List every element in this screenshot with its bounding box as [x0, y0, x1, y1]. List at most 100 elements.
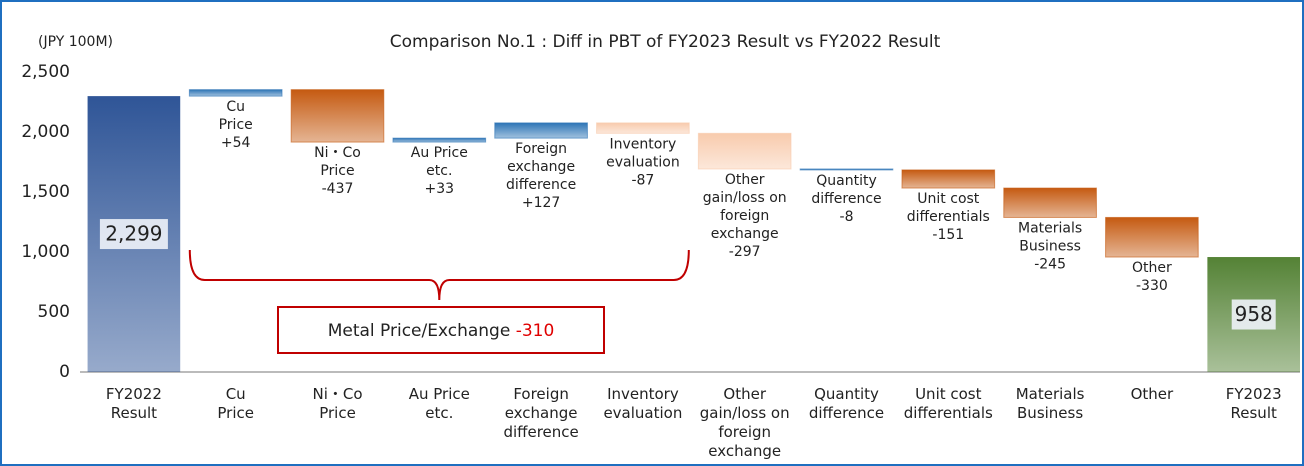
data-label-line: Quantity	[816, 173, 877, 189]
x-tick-label-line: Price	[217, 404, 254, 422]
data-label-line: -8	[840, 209, 854, 225]
data-label: Foreign exchange difference +127	[506, 141, 576, 211]
data-label: Au Price etc. +33	[411, 145, 468, 197]
data-label-box	[99, 219, 168, 250]
data-label-line: Cu	[226, 99, 245, 115]
x-tick-label: Au Price etc.	[409, 385, 470, 422]
x-tick-label: Foreign exchange difference	[503, 385, 578, 441]
x-tick-label-line: gain/loss on	[700, 404, 790, 422]
x-tick-label-line: differentials	[904, 404, 993, 422]
x-tick-label: FY2023 Result	[1226, 385, 1282, 422]
x-tick-label-line: Au Price	[409, 385, 470, 403]
data-label-line: Business	[1019, 238, 1081, 254]
x-tick-label-line: FY2023	[1226, 385, 1282, 403]
x-tick-label-line: Price	[319, 404, 356, 422]
x-tick-label-line: Result	[111, 404, 157, 422]
data-label-line: differentials	[907, 209, 990, 225]
data-label-line: Inventory	[609, 136, 676, 152]
bracket-label: Metal Price/Exchange -310	[328, 321, 555, 341]
y-tick-label: 0	[59, 362, 70, 382]
data-label: 958	[1235, 302, 1273, 326]
x-tick-label-line: Inventory	[607, 385, 679, 403]
x-tick-label: Cu Price	[217, 385, 254, 422]
x-tick-label-line: exchange	[505, 404, 578, 422]
unit-label: (JPY 100M)	[38, 34, 113, 50]
x-tick-label-line: Foreign	[513, 385, 569, 403]
bracket	[188, 249, 690, 301]
x-tick-label-line: foreign	[718, 423, 771, 441]
bar	[290, 89, 385, 143]
bar	[596, 122, 690, 134]
data-label-line: difference	[811, 191, 881, 207]
data-label: Other gain/loss on foreign exchange -297	[703, 172, 787, 260]
x-tick-label-line: difference	[809, 404, 884, 422]
bar	[799, 168, 894, 171]
y-tick-label: 1,000	[21, 242, 70, 262]
y-tick-label: 1,500	[21, 182, 70, 202]
x-tick-label: Unit cost differentials	[904, 385, 993, 422]
data-label-line: +127	[522, 195, 560, 211]
x-tick-label: Quantity difference	[809, 385, 884, 422]
data-label-line: exchange	[507, 159, 575, 175]
data-label: 2,299	[105, 222, 162, 246]
data-label: Quantity difference -8	[811, 173, 881, 225]
data-label: Inventory evaluation -87	[606, 136, 680, 188]
x-tick-label: FY2022 Result	[106, 385, 162, 422]
bracket-value: -310	[516, 321, 555, 341]
bar	[1105, 216, 1199, 258]
x-tick-label-line: evaluation	[603, 404, 682, 422]
chart-title: Comparison No.1 : Diff in PBT of FY2023 …	[390, 32, 941, 52]
data-label-line: exchange	[711, 226, 779, 242]
x-tick-label-line: Other	[723, 385, 766, 403]
bracket-text: Metal Price/Exchange	[328, 321, 511, 341]
bar	[901, 169, 996, 189]
bar	[188, 89, 283, 97]
data-label-line: -151	[932, 227, 964, 243]
x-tick-label: Ni・Co Price	[312, 385, 362, 422]
y-tick-label: 500	[38, 302, 70, 322]
x-tick-label-line: etc.	[425, 404, 453, 422]
x-tick-label-line: Other	[1131, 385, 1174, 403]
data-label: Unit cost differentials -151	[907, 191, 990, 243]
data-label-line: -87	[631, 172, 654, 188]
data-label-line: Materials	[1018, 220, 1082, 236]
x-tick-label: Other	[1131, 385, 1174, 403]
data-label-line: Au Price	[411, 145, 468, 161]
data-label-line: foreign	[720, 208, 769, 224]
data-label-line: etc.	[426, 163, 452, 179]
data-label-line: -297	[729, 244, 761, 260]
x-tick-label-line: Result	[1231, 404, 1277, 422]
y-tick-label: 2,000	[21, 122, 70, 142]
data-label-box	[1231, 299, 1276, 330]
data-label-line: evaluation	[606, 154, 680, 170]
data-label-line: -330	[1136, 278, 1168, 294]
data-label-line: Ni・Co	[314, 145, 361, 161]
data-label: Ni・Co Price -437	[314, 145, 361, 197]
data-label-line: difference	[506, 177, 576, 193]
x-tick-label-line: Quantity	[814, 385, 879, 403]
x-tick-label-line: Ni・Co	[312, 385, 362, 403]
y-tick-label: 2,500	[21, 62, 70, 82]
bar	[697, 132, 792, 170]
bar	[1003, 187, 1097, 218]
data-label-line: -437	[322, 181, 354, 197]
data-label-line: Other	[1132, 260, 1172, 276]
x-tick-label-line: FY2022	[106, 385, 162, 403]
data-label-line: +33	[425, 181, 455, 197]
data-label: Materials Business -245	[1018, 220, 1082, 272]
data-label-line: -245	[1034, 256, 1066, 272]
data-label-line: Price	[219, 117, 253, 133]
x-tick-label-line: Cu	[226, 385, 246, 403]
bracket-box	[277, 306, 605, 354]
data-label-line: Price	[320, 163, 354, 179]
bar	[494, 122, 588, 139]
data-label: Cu Price +54	[219, 99, 253, 151]
data-label: Other -330	[1132, 260, 1172, 294]
x-tick-label-line: Unit cost	[915, 385, 982, 403]
data-label-line: Foreign	[515, 141, 567, 157]
x-tick-label-line: difference	[503, 423, 578, 441]
x-tick-label: Inventory evaluation	[603, 385, 682, 422]
